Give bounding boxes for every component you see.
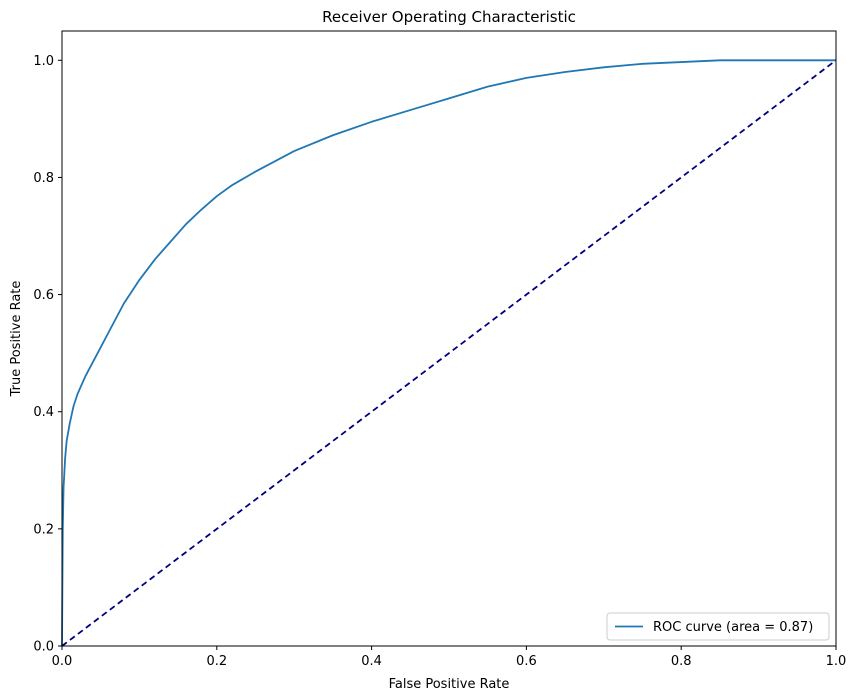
legend-box: [606, 612, 830, 641]
chart-title: Receiver Operating Characteristic: [322, 8, 576, 26]
y-tick-label: 0.6: [33, 288, 54, 303]
y-tick-label: 0.8: [33, 171, 54, 186]
roc-curve-line: [61, 59, 836, 647]
y-tick-label: 0.2: [33, 522, 54, 537]
y-tick-label: 0.4: [33, 405, 54, 420]
x-tick-label: 0.4: [361, 654, 382, 669]
x-tick-label: 0.6: [516, 654, 537, 669]
x-tick-label: 0.8: [671, 654, 692, 669]
x-tick-label: 1.0: [826, 654, 847, 669]
x-tick-label: 0.0: [52, 654, 73, 669]
legend-label: ROC curve (area = 0.87): [653, 620, 813, 635]
plot-frame: [61, 30, 837, 647]
x-axis-label: False Positive Rate: [389, 677, 510, 692]
legend: ROC curve (area = 0.87): [606, 612, 830, 641]
y-tick-label: 0.0: [33, 640, 54, 655]
x-tick-label: 0.2: [206, 654, 227, 669]
y-axis-label: True Positive Rate: [9, 281, 24, 398]
diagonal-reference-line: [61, 59, 837, 647]
y-tick-label: 1.0: [33, 54, 54, 69]
